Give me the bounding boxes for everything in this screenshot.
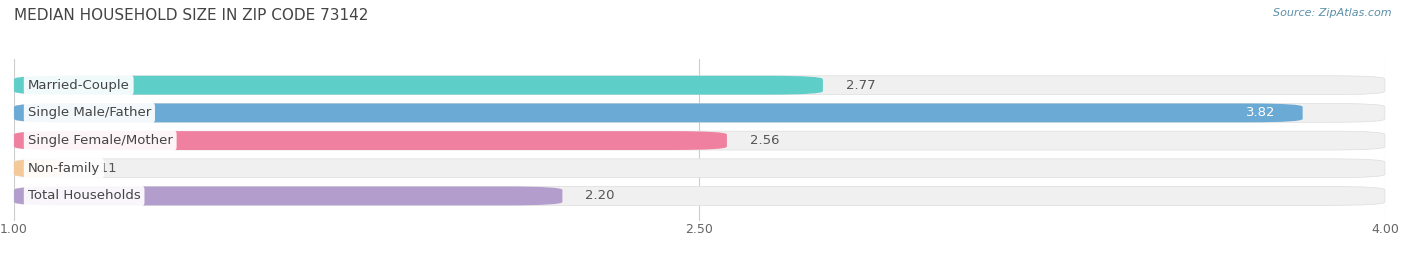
Text: Single Female/Mother: Single Female/Mother	[28, 134, 173, 147]
FancyBboxPatch shape	[14, 186, 562, 205]
Text: 2.56: 2.56	[749, 134, 779, 147]
Text: MEDIAN HOUSEHOLD SIZE IN ZIP CODE 73142: MEDIAN HOUSEHOLD SIZE IN ZIP CODE 73142	[14, 8, 368, 23]
Text: Single Male/Father: Single Male/Father	[28, 106, 150, 119]
FancyBboxPatch shape	[14, 104, 1385, 122]
Text: Non-family: Non-family	[28, 162, 100, 175]
FancyBboxPatch shape	[14, 131, 727, 150]
FancyBboxPatch shape	[14, 159, 1385, 178]
FancyBboxPatch shape	[10, 159, 69, 178]
Text: 1.11: 1.11	[87, 162, 117, 175]
Text: Source: ZipAtlas.com: Source: ZipAtlas.com	[1274, 8, 1392, 18]
FancyBboxPatch shape	[14, 186, 1385, 205]
FancyBboxPatch shape	[14, 104, 1303, 122]
FancyBboxPatch shape	[14, 131, 1385, 150]
Text: 3.82: 3.82	[1246, 106, 1275, 119]
FancyBboxPatch shape	[14, 76, 823, 95]
Text: Total Households: Total Households	[28, 189, 141, 203]
Text: 2.77: 2.77	[846, 79, 876, 92]
Text: 2.20: 2.20	[585, 189, 614, 203]
FancyBboxPatch shape	[14, 76, 1385, 95]
Text: Married-Couple: Married-Couple	[28, 79, 129, 92]
